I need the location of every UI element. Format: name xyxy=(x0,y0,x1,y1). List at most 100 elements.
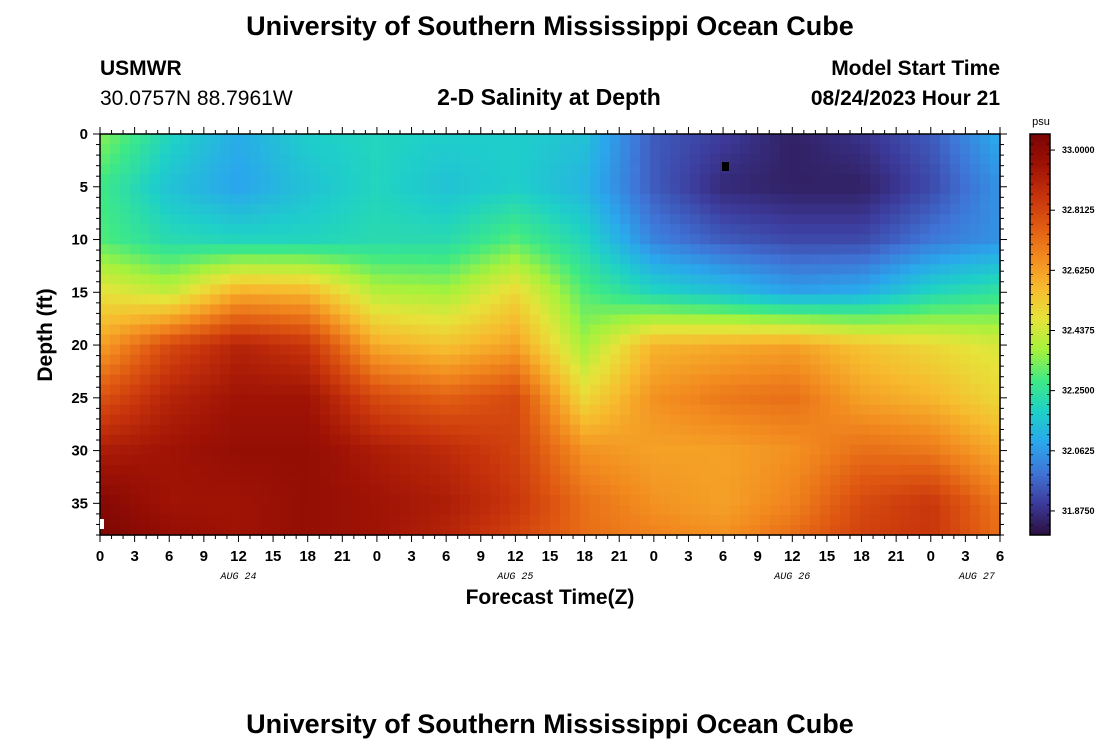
heatmap-cell xyxy=(700,474,711,486)
heatmap-cell xyxy=(340,184,351,195)
heatmap-cell xyxy=(720,384,731,396)
heatmap-cell xyxy=(610,454,621,466)
heatmap-cell xyxy=(620,414,631,426)
heatmap-cell xyxy=(730,294,741,306)
heatmap-cell xyxy=(320,514,331,526)
heatmap-cell xyxy=(490,384,501,396)
heatmap-cell xyxy=(400,484,411,496)
heatmap-cell xyxy=(230,134,241,145)
heatmap-cell xyxy=(560,424,571,436)
heatmap-cell xyxy=(960,394,971,406)
heatmap-cell xyxy=(150,324,161,336)
heatmap-cell xyxy=(630,494,641,506)
heatmap-cell xyxy=(240,334,251,346)
x-tick-label: 3 xyxy=(407,548,415,565)
heatmap-cell xyxy=(540,364,551,376)
heatmap-cell xyxy=(230,504,241,516)
heatmap-cell xyxy=(520,194,531,205)
heatmap-cell xyxy=(980,254,991,265)
heatmap-cell xyxy=(250,434,261,446)
heatmap-cell xyxy=(930,274,941,285)
heatmap-cell xyxy=(130,384,141,396)
heatmap-cell xyxy=(260,514,271,526)
heatmap-cell xyxy=(590,324,601,336)
heatmap-cell xyxy=(850,434,861,446)
heatmap-cell xyxy=(810,344,821,356)
heatmap-cell xyxy=(640,524,651,536)
heatmap-cell xyxy=(650,394,661,406)
heatmap-cell xyxy=(360,314,371,326)
heatmap-cell xyxy=(280,164,291,175)
heatmap-cell xyxy=(780,234,791,245)
heatmap-cell xyxy=(140,404,151,416)
heatmap-cell xyxy=(250,134,261,145)
heatmap-cell xyxy=(740,404,751,416)
heatmap-cell xyxy=(120,164,131,175)
heatmap-cell xyxy=(850,364,861,376)
heatmap-cell xyxy=(760,194,771,205)
heatmap-cell xyxy=(110,214,121,225)
heatmap-cell xyxy=(900,304,911,316)
heatmap-cell xyxy=(920,334,931,346)
heatmap-cell xyxy=(290,264,301,275)
heatmap-cell xyxy=(830,314,841,326)
heatmap-cell xyxy=(740,384,751,396)
heatmap-cell xyxy=(690,384,701,396)
heatmap-cell xyxy=(730,154,741,165)
heatmap-cell xyxy=(490,284,501,296)
heatmap-cell xyxy=(790,224,801,235)
heatmap-cell xyxy=(970,244,981,255)
heatmap-cell xyxy=(200,314,211,326)
heatmap-cell xyxy=(210,434,221,446)
heatmap-cell xyxy=(440,444,451,456)
heatmap-cell xyxy=(510,274,521,285)
heatmap-cell xyxy=(220,424,231,436)
heatmap-cell xyxy=(630,504,641,516)
heatmap-cell xyxy=(850,524,861,536)
heatmap-cell xyxy=(550,294,561,306)
heatmap-cell xyxy=(690,454,701,466)
heatmap-cell xyxy=(120,414,131,426)
heatmap-cell xyxy=(110,484,121,496)
heatmap-cell xyxy=(890,174,901,185)
heatmap-cell xyxy=(280,434,291,446)
heatmap-cell xyxy=(210,514,221,526)
heatmap-cell xyxy=(420,424,431,436)
heatmap-cell xyxy=(470,494,481,506)
heatmap-cell xyxy=(920,254,931,265)
heatmap-cell xyxy=(230,324,241,336)
heatmap-cell xyxy=(180,274,191,285)
heatmap-cell xyxy=(120,154,131,165)
heatmap-cell xyxy=(690,414,701,426)
heatmap-cell xyxy=(260,284,271,296)
heatmap-cell xyxy=(190,154,201,165)
heatmap-cell xyxy=(840,514,851,526)
heatmap-cell xyxy=(140,504,151,516)
heatmap-cell xyxy=(980,154,991,165)
heatmap-cell xyxy=(590,334,601,346)
heatmap-cell xyxy=(550,244,561,255)
heatmap-cell xyxy=(850,404,861,416)
heatmap-cell xyxy=(830,424,841,436)
heatmap-cell xyxy=(330,514,341,526)
colorbar-tick-label: 32.4375 xyxy=(1062,325,1095,335)
heatmap-cell xyxy=(450,184,461,195)
heatmap-cell xyxy=(880,354,891,366)
heatmap-cell xyxy=(480,474,491,486)
heatmap-cell xyxy=(250,334,261,346)
heatmap-cell xyxy=(510,294,521,306)
heatmap-cell xyxy=(910,464,921,476)
heatmap-cell xyxy=(480,414,491,426)
heatmap-cell xyxy=(450,344,461,356)
heatmap-cell xyxy=(290,354,301,366)
heatmap-cell xyxy=(470,234,481,245)
heatmap-cell xyxy=(910,514,921,526)
heatmap-cell xyxy=(780,324,791,336)
heatmap-cell xyxy=(830,514,841,526)
heatmap-cell xyxy=(540,464,551,476)
heatmap-cell xyxy=(900,284,911,296)
heatmap-cell xyxy=(550,394,561,406)
heatmap-cell xyxy=(510,324,521,336)
heatmap-cell xyxy=(200,354,211,366)
heatmap-cell xyxy=(860,354,871,366)
